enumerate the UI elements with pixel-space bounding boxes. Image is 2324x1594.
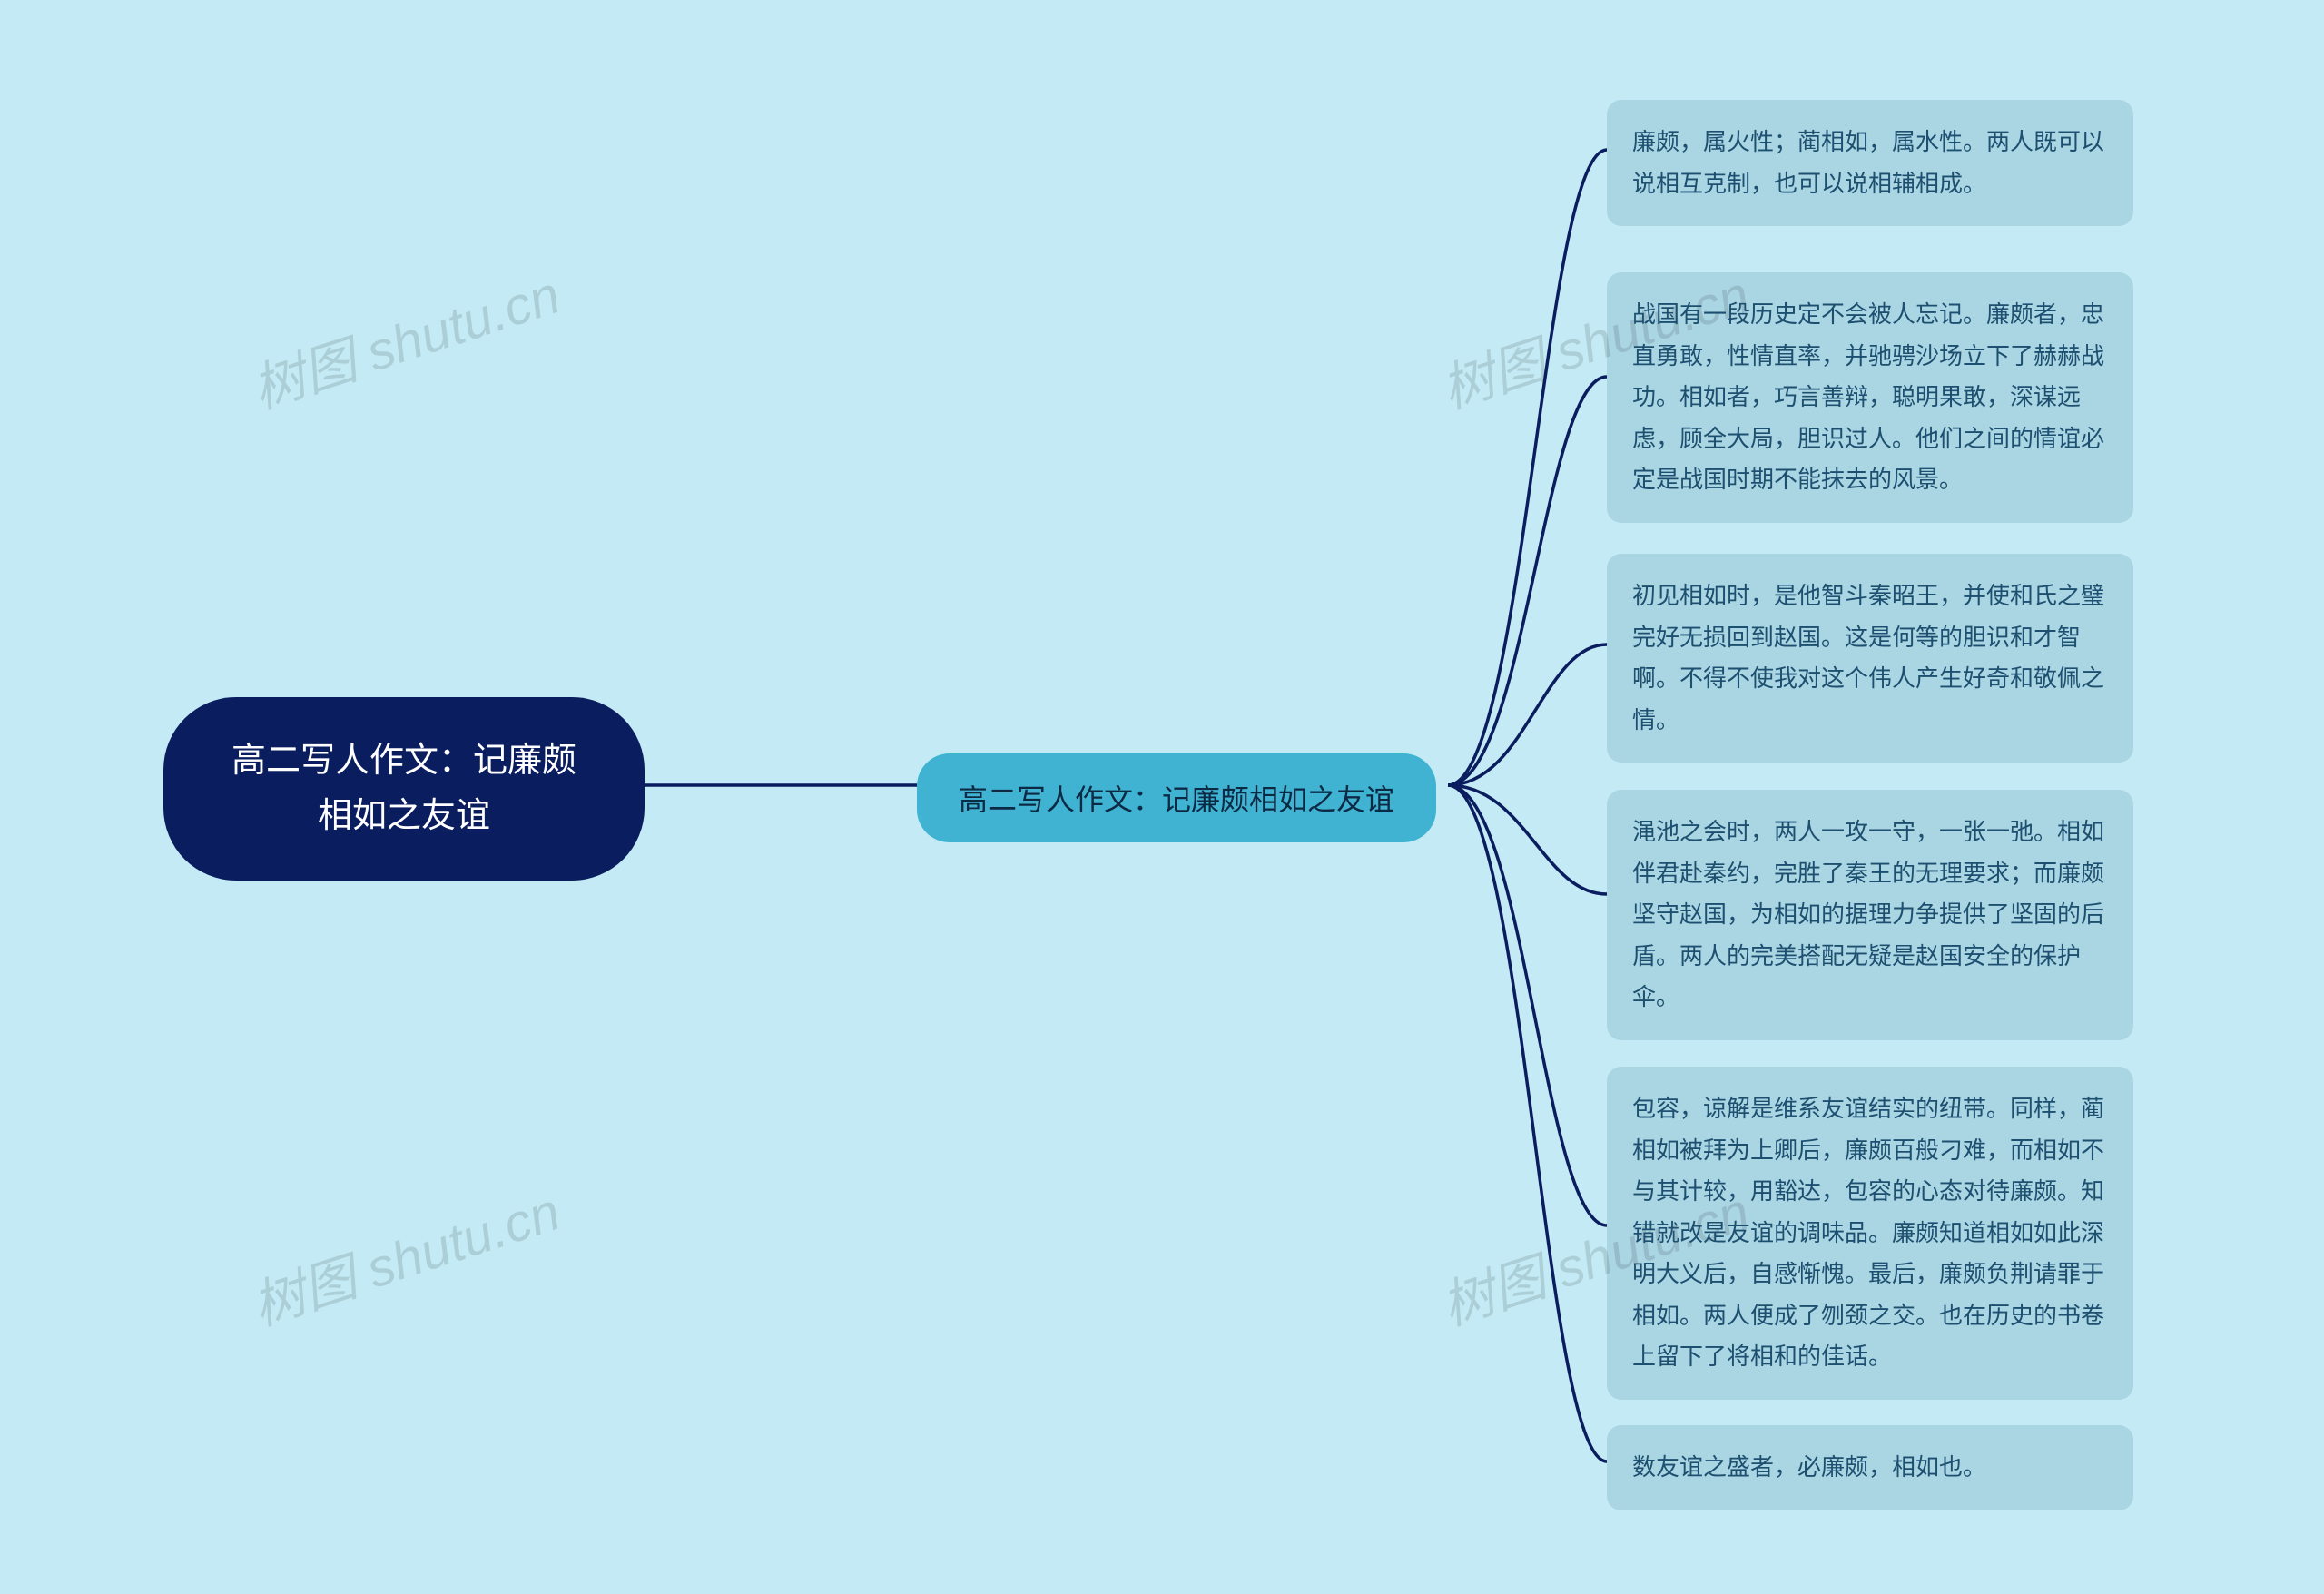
mindmap-root-label: 高二写人作文：记廉颇相如之友谊: [231, 742, 576, 835]
mindmap-leaf-node[interactable]: 廉颇，属火性；蔺相如，属水性。两人既可以说相互克制，也可以说相辅相成。: [1607, 100, 2133, 226]
watermark: 树图 shutu.cn: [241, 252, 568, 423]
mindmap-root-node[interactable]: 高二写人作文：记廉颇相如之友谊: [163, 697, 645, 881]
mindmap-leaf-node[interactable]: 初见相如时，是他智斗秦昭王，并使和氏之璧完好无损回到赵国。这是何等的胆识和才智啊…: [1607, 554, 2133, 763]
mindmap-leaf-text: 包容，谅解是维系友谊结实的纽带。同样，蔺相如被拜为上卿后，廉颇百般刁难，而相如不…: [1632, 1095, 2104, 1370]
mindmap-leaf-text: 初见相如时，是他智斗秦昭王，并使和氏之璧完好无损回到赵国。这是何等的胆识和才智啊…: [1632, 582, 2104, 733]
mindmap-leaf-text: 廉颇，属火性；蔺相如，属水性。两人既可以说相互克制，也可以说相辅相成。: [1632, 128, 2104, 197]
mindmap-leaf-node[interactable]: 渑池之会时，两人一攻一守，一张一弛。相如伴君赴秦约，完胜了秦王的无理要求；而廉颇…: [1607, 790, 2133, 1040]
mindmap-sub-node[interactable]: 高二写人作文：记廉颇相如之友谊: [917, 753, 1436, 842]
mindmap-leaf-node[interactable]: 战国有一段历史定不会被人忘记。廉颇者，忠直勇敢，性情直率，并驰骋沙场立下了赫赫战…: [1607, 272, 2133, 523]
mindmap-leaf-text: 数友谊之盛者，必廉颇，相如也。: [1632, 1453, 1986, 1481]
watermark: 树图 shutu.cn: [241, 1169, 568, 1340]
mindmap-leaf-text: 战国有一段历史定不会被人忘记。廉颇者，忠直勇敢，性情直率，并驰骋沙场立下了赫赫战…: [1632, 300, 2104, 493]
mindmap-leaf-text: 渑池之会时，两人一攻一守，一张一弛。相如伴君赴秦约，完胜了秦王的无理要求；而廉颇…: [1632, 818, 2104, 1010]
mindmap-sub-label: 高二写人作文：记廉颇相如之友谊: [959, 783, 1394, 816]
mindmap-leaf-node[interactable]: 包容，谅解是维系友谊结实的纽带。同样，蔺相如被拜为上卿后，廉颇百般刁难，而相如不…: [1607, 1067, 2133, 1400]
mindmap-leaf-node[interactable]: 数友谊之盛者，必廉颇，相如也。: [1607, 1425, 2133, 1510]
